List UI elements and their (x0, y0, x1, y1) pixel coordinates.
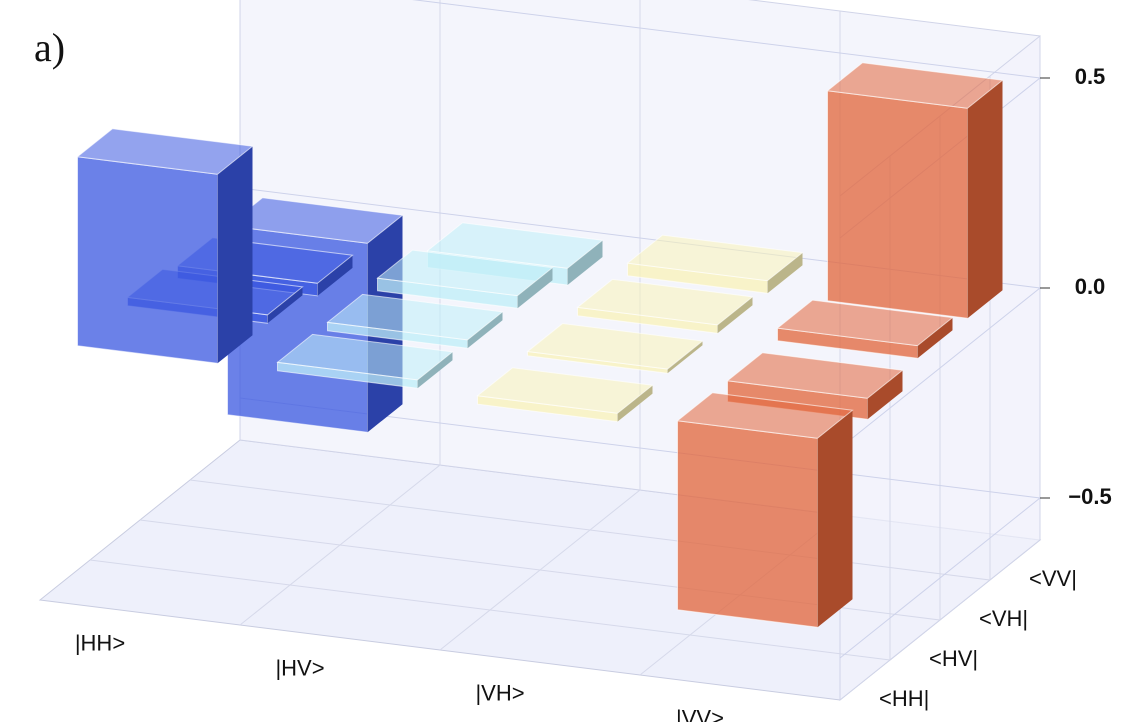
bar-shade (817, 410, 853, 628)
bar (776, 299, 954, 359)
bar-shade (617, 385, 653, 422)
bar-shade (667, 341, 703, 374)
bar-side (317, 255, 353, 296)
bar-side (717, 296, 753, 334)
bar-shade (917, 317, 953, 359)
bar-top (676, 392, 854, 439)
floor-grid (239, 0, 441, 626)
bar-top (526, 323, 704, 370)
bar-shade (267, 286, 303, 324)
floor-grid (439, 0, 641, 651)
x-tick-label: |HH> (75, 630, 125, 655)
z-tick-label: 0.0 (1075, 274, 1106, 299)
bar-side (217, 146, 253, 364)
bar (326, 293, 504, 349)
bar-shade (467, 311, 503, 349)
bar (526, 323, 704, 374)
bar-top (276, 333, 454, 381)
bar-top (726, 352, 904, 399)
bar (476, 367, 654, 423)
z-tick-label: 0.5 (1075, 64, 1106, 89)
bar-top (576, 278, 754, 326)
bar-top (376, 249, 554, 297)
bar-shade (217, 146, 253, 364)
bar-side (667, 341, 703, 374)
bar-front (77, 156, 218, 364)
bar-side (467, 311, 503, 349)
bar-side (967, 80, 1003, 319)
bar-shade (717, 296, 753, 334)
bar (826, 62, 1004, 319)
z-tick-label: −0.5 (1068, 484, 1111, 509)
bar-shade (317, 255, 353, 296)
bar-side (917, 317, 953, 359)
bar-shade (867, 370, 903, 420)
y-tick-label: <VH| (979, 606, 1028, 631)
bar-front (827, 90, 968, 319)
bar (76, 128, 254, 364)
bar-shade (767, 252, 803, 294)
bar-top (776, 299, 954, 347)
bar-side (567, 240, 603, 286)
bar-side (517, 267, 553, 309)
bar-side (817, 410, 853, 628)
bar-top (326, 293, 504, 341)
bar-shade (517, 267, 553, 309)
bar (676, 392, 854, 628)
bar-top (76, 128, 254, 175)
bar-front (677, 420, 818, 628)
bar-top (426, 222, 604, 269)
y-tick-label: <HH| (879, 686, 929, 711)
bar-side (767, 252, 803, 294)
bar-top (826, 62, 1004, 109)
bar-shade (567, 240, 603, 286)
x-tick-label: |HV> (275, 655, 324, 680)
bar-side (267, 286, 303, 324)
panel-label: a) (34, 25, 65, 70)
bar-side (417, 351, 453, 389)
bar (276, 333, 454, 389)
bar (576, 278, 754, 334)
bar-top (626, 234, 804, 282)
y-tick-label: <VV| (1029, 566, 1077, 591)
x-tick-label: |VH> (475, 680, 524, 705)
bar-side (867, 370, 903, 420)
bar (376, 249, 554, 309)
bar-side (617, 385, 653, 422)
y-tick-label: <HV| (929, 646, 978, 671)
bar-shade (417, 351, 453, 389)
bar-top (476, 367, 654, 414)
bar (626, 234, 804, 294)
x-tick-label: |VV> (676, 705, 724, 722)
bar-shade (967, 80, 1003, 319)
